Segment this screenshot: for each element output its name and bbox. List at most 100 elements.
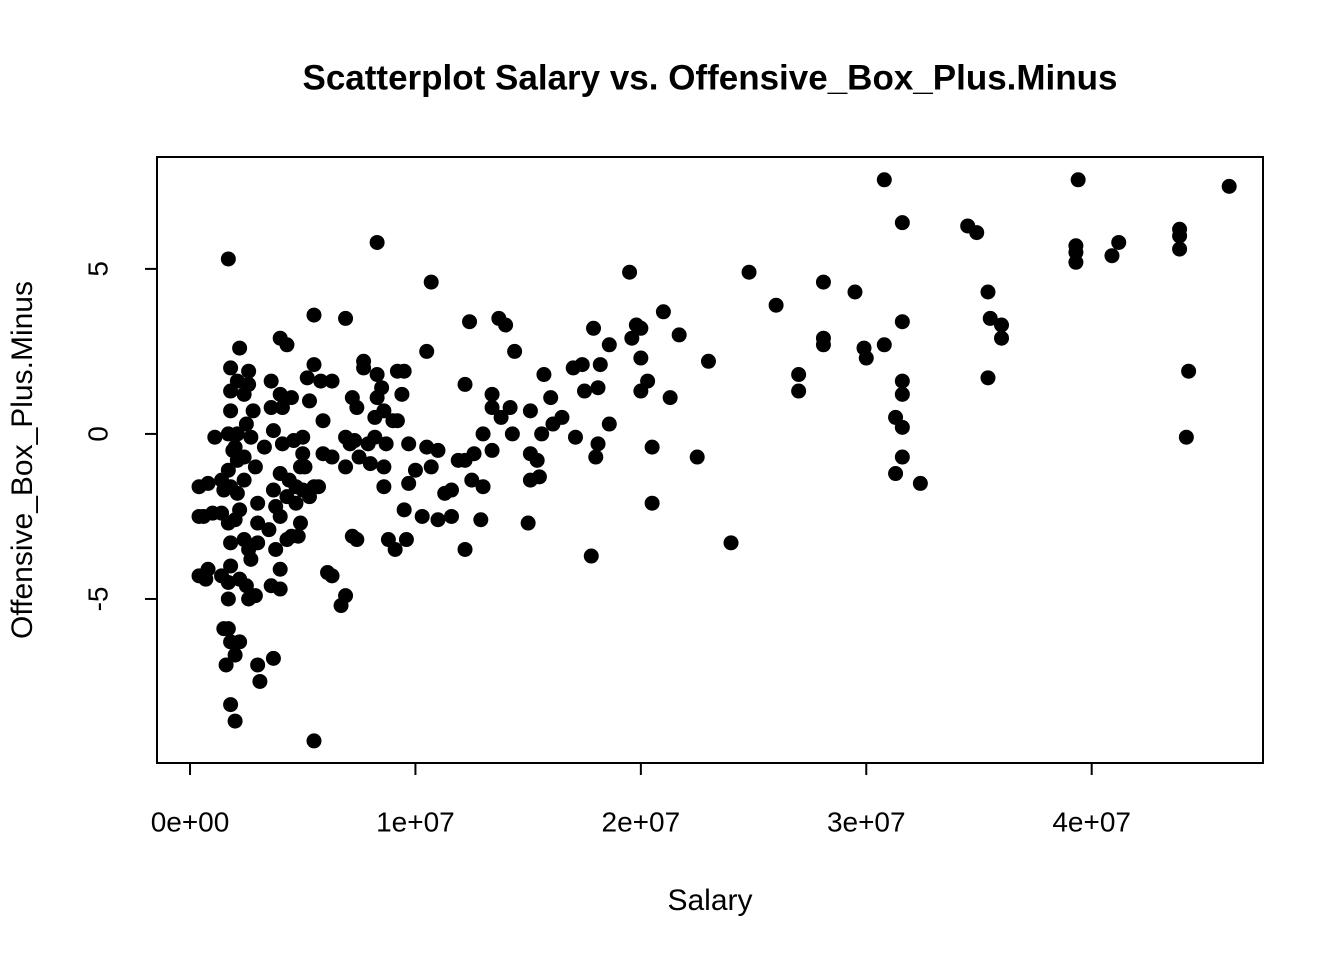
point xyxy=(216,482,232,498)
point xyxy=(218,657,234,673)
point xyxy=(250,495,266,511)
point xyxy=(847,284,863,300)
point xyxy=(292,515,308,531)
point xyxy=(198,571,214,587)
point xyxy=(484,386,500,402)
point xyxy=(324,373,340,389)
point xyxy=(229,373,245,389)
point xyxy=(644,495,660,511)
point xyxy=(216,621,232,637)
point xyxy=(229,485,245,501)
point xyxy=(464,472,480,488)
point xyxy=(624,330,640,346)
point xyxy=(577,383,593,399)
point xyxy=(723,535,739,551)
point xyxy=(268,541,284,557)
point xyxy=(389,413,405,429)
point xyxy=(191,479,207,495)
point xyxy=(407,462,423,478)
point xyxy=(299,370,315,386)
point xyxy=(338,459,354,475)
point xyxy=(223,403,239,419)
y-axis-label: Offensive_Box_Plus.Minus xyxy=(6,281,39,639)
point xyxy=(644,439,660,455)
point xyxy=(536,367,552,383)
point xyxy=(274,400,290,416)
point xyxy=(394,386,410,402)
point xyxy=(232,571,248,587)
x-axis-label: Salary xyxy=(667,884,752,917)
y-tick-label: -5 xyxy=(82,587,113,612)
x-tick-label: 3e+07 xyxy=(827,806,906,837)
point xyxy=(229,426,245,442)
point xyxy=(622,264,638,280)
point xyxy=(450,452,466,468)
point xyxy=(236,532,252,548)
point xyxy=(241,363,257,379)
point xyxy=(592,357,608,373)
point xyxy=(223,535,239,551)
point xyxy=(396,502,412,518)
point xyxy=(475,426,491,442)
point xyxy=(349,532,365,548)
point xyxy=(250,657,266,673)
point xyxy=(1070,172,1086,188)
point xyxy=(894,215,910,231)
point xyxy=(238,416,254,432)
point xyxy=(360,436,376,452)
point xyxy=(401,475,417,491)
point xyxy=(791,383,807,399)
point xyxy=(362,456,378,472)
point xyxy=(475,479,491,495)
point xyxy=(815,337,831,353)
point xyxy=(437,485,453,501)
point xyxy=(545,416,561,432)
point xyxy=(223,360,239,376)
point xyxy=(313,373,329,389)
point xyxy=(220,591,236,607)
point xyxy=(671,327,687,343)
point xyxy=(306,733,322,749)
point xyxy=(265,650,281,666)
point xyxy=(311,479,327,495)
point xyxy=(969,225,985,241)
point xyxy=(700,353,716,369)
point xyxy=(283,390,299,406)
point xyxy=(243,429,259,445)
point xyxy=(522,472,538,488)
point xyxy=(1181,363,1197,379)
point xyxy=(265,423,281,439)
point xyxy=(1068,254,1084,270)
x-tick-label: 1e+07 xyxy=(376,806,455,837)
point xyxy=(191,508,207,524)
point xyxy=(263,373,279,389)
point xyxy=(912,475,928,491)
point xyxy=(1111,234,1127,250)
point xyxy=(245,403,261,419)
x-tick-label: 0e+00 xyxy=(151,806,230,837)
point xyxy=(398,532,414,548)
point xyxy=(274,436,290,452)
point xyxy=(263,400,279,416)
point xyxy=(315,413,331,429)
point xyxy=(633,350,649,366)
chart-title: Scatterplot Salary vs. Offensive_Box_Plu… xyxy=(302,58,1117,97)
point xyxy=(1172,241,1188,257)
point xyxy=(529,452,545,468)
point xyxy=(290,528,306,544)
point xyxy=(250,515,266,531)
point xyxy=(223,697,239,713)
point xyxy=(295,482,311,498)
point xyxy=(338,310,354,326)
point xyxy=(543,390,559,406)
point xyxy=(306,307,322,323)
point xyxy=(567,429,583,445)
point xyxy=(583,548,599,564)
point xyxy=(741,264,757,280)
point xyxy=(247,459,263,475)
point xyxy=(980,370,996,386)
point xyxy=(232,634,248,650)
point xyxy=(894,419,910,435)
point xyxy=(351,449,367,465)
